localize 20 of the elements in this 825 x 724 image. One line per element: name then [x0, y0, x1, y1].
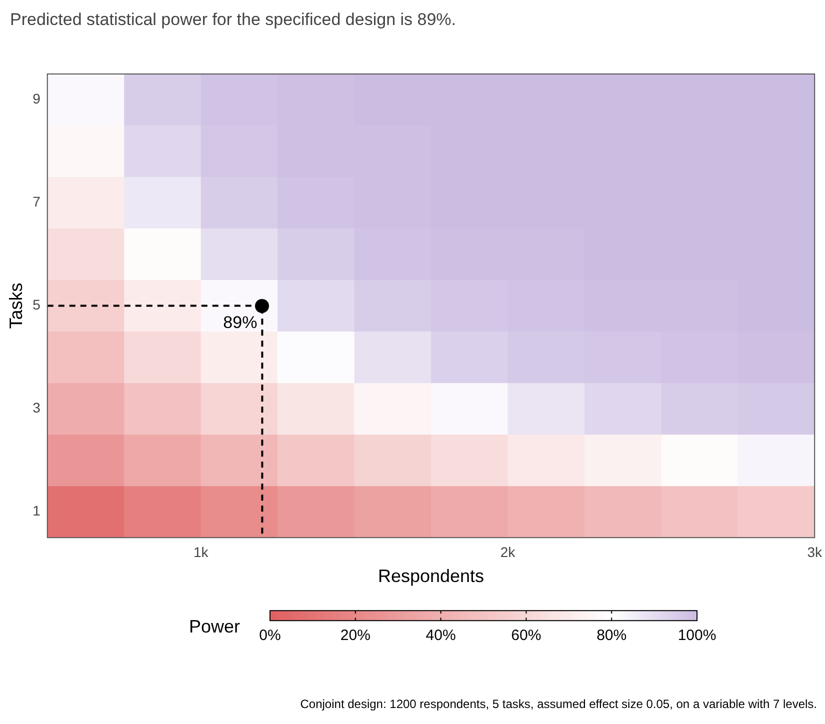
color-bar-label: 40%: [426, 627, 456, 644]
color-bar-label: 0%: [259, 627, 281, 644]
y-axis-title: Tasks: [6, 282, 26, 329]
color-bar-label: 100%: [678, 627, 716, 644]
y-tick-label: 1: [32, 502, 41, 519]
color-bar-label: 80%: [596, 627, 627, 644]
y-tick-label: 7: [32, 194, 41, 210]
text: Conjoint design: 1200 respondents, 5 tasks, assumed effect size 0.05, on a variable with 7 levels.: [300, 697, 817, 711]
color-bar-title: Power: [188, 616, 240, 637]
x-tick-label: 2k: [500, 544, 516, 560]
chart-title: Predicted statistical power for the specificed design is 89%.: [10, 10, 456, 30]
x-tick-label: 3k: [807, 544, 823, 560]
y-tick-label: 3: [32, 400, 41, 416]
x-tick-label: 1k: [193, 544, 210, 560]
y-tick-label: 9: [32, 90, 41, 107]
x-axis-title: Respondents: [378, 566, 484, 586]
annotation: 89%: [223, 312, 258, 332]
color-bar-label: 20%: [340, 627, 370, 644]
color-bar-label: 60%: [511, 627, 542, 644]
y-tick-label: 5: [32, 296, 41, 313]
